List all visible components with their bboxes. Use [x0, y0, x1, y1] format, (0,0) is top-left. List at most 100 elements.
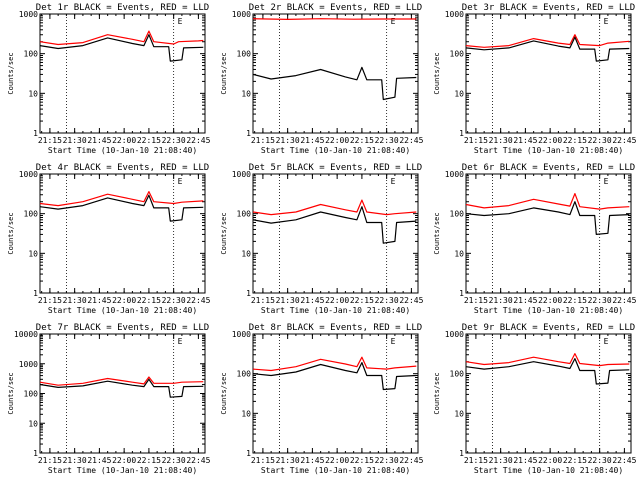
x-tick-label: 21:30 — [489, 296, 513, 305]
chart-title: Det 9r BLACK = Events, RED = LLD — [462, 323, 635, 333]
y-tick-label: 1 — [246, 129, 251, 138]
detector-panel: Det 8r BLACK = Events, RED = LLD 1 10 100 10… — [213, 320, 426, 480]
x-tick-label: 21:30 — [489, 136, 513, 145]
detector-chart: Det 8r BLACK = Events, RED = LLD 1 10 100 10… — [220, 323, 424, 475]
x-tick-label: 22:45 — [612, 296, 636, 305]
y-tick-label: 1000 — [445, 330, 464, 339]
x-tick-label: 22:45 — [612, 136, 636, 145]
x-tick-label: 21:45 — [300, 136, 324, 145]
x-tick-label: 21:15 — [251, 456, 275, 465]
y-tick-label: 1 — [246, 289, 251, 298]
y-tick-label: 1 — [246, 449, 251, 458]
x-axis-label: Start Time (10-Jan-10 21:08:40) — [474, 466, 623, 475]
x-tick-label: 21:30 — [276, 136, 300, 145]
x-tick-label: 22:15 — [563, 136, 587, 145]
x-tick-label: 22:30 — [162, 136, 186, 145]
series-line-lld — [465, 34, 630, 48]
y-tick-label: 1000 — [445, 10, 464, 19]
series-line-events — [252, 206, 417, 244]
x-tick-label: 22:30 — [162, 456, 186, 465]
x-tick-label: 21:45 — [300, 456, 324, 465]
y-tick-label: 100 — [237, 370, 252, 379]
chart-title: Det 8r BLACK = Events, RED = LLD — [249, 323, 422, 333]
y-tick-label: 1 — [459, 449, 464, 458]
x-tick-label: 22:00 — [112, 296, 136, 305]
x-tick-label: 22:00 — [538, 296, 562, 305]
y-tick-label: 100 — [24, 210, 39, 219]
detector-panel: Det 4r BLACK = Events, RED = LLD 1 10 100 10… — [0, 160, 213, 320]
x-tick-label: 21:45 — [300, 296, 324, 305]
x-tick-label: 21:30 — [276, 296, 300, 305]
chart-title: Det 3r BLACK = Events, RED = LLD — [462, 3, 635, 13]
y-tick-label: 1 — [459, 289, 464, 298]
y-tick-label: 100 — [450, 210, 465, 219]
plot-frame — [465, 173, 632, 294]
y-axis-label: Counts/sec — [220, 52, 228, 94]
time-marker-label: E — [604, 177, 609, 186]
x-tick-label: 21:45 — [513, 296, 537, 305]
x-tick-label: 22:15 — [563, 456, 587, 465]
detector-panel: Det 9r BLACK = Events, RED = LLD 1 10 100 10… — [426, 320, 639, 480]
time-marker-label: E — [391, 337, 396, 346]
x-tick-label: 21:30 — [276, 456, 300, 465]
x-tick-label: 22:00 — [325, 136, 349, 145]
detector-chart: Det 9r BLACK = Events, RED = LLD 1 10 100 10… — [433, 323, 637, 475]
y-axis-label: Counts/sec — [220, 212, 228, 254]
detector-panel: Det 5r BLACK = Events, RED = LLD 1 10 100 10… — [213, 160, 426, 320]
chart-title: Det 1r BLACK = Events, RED = LLD — [36, 3, 209, 13]
y-tick-label: 100 — [450, 370, 465, 379]
x-tick-label: 22:45 — [399, 296, 423, 305]
detector-chart: Det 3r BLACK = Events, RED = LLD 1 10 100 10… — [433, 3, 637, 155]
series-line-lld — [39, 30, 204, 46]
x-tick-label: 22:15 — [137, 136, 161, 145]
chart-title: Det 4r BLACK = Events, RED = LLD — [36, 163, 209, 173]
detector-panel: Det 7r BLACK = Events, RED = LLD 1 10 100 10… — [0, 320, 213, 480]
x-tick-label: 22:30 — [588, 136, 612, 145]
plot-frame — [39, 13, 206, 134]
x-tick-label: 22:00 — [325, 296, 349, 305]
x-tick-label: 22:30 — [375, 456, 399, 465]
series-line-events — [39, 194, 204, 222]
x-axis-label: Start Time (10-Jan-10 21:08:40) — [48, 146, 197, 155]
x-tick-label: 22:30 — [588, 296, 612, 305]
y-tick-label: 100 — [237, 210, 252, 219]
chart-title: Det 5r BLACK = Events, RED = LLD — [249, 163, 422, 173]
x-tick-label: 22:45 — [399, 456, 423, 465]
y-axis-label: Counts/sec — [433, 52, 441, 94]
y-tick-label: 10 — [454, 409, 464, 418]
series-line-lld — [39, 191, 204, 207]
x-tick-label: 21:45 — [513, 456, 537, 465]
x-tick-label: 21:15 — [464, 136, 488, 145]
y-tick-label: 1000 — [19, 360, 38, 369]
x-tick-label: 21:15 — [464, 456, 488, 465]
x-tick-label: 22:45 — [399, 136, 423, 145]
series-line-lld — [252, 18, 417, 20]
y-tick-label: 10 — [28, 419, 38, 428]
detector-chart: Det 1r BLACK = Events, RED = LLD 1 10 100 10… — [7, 3, 211, 155]
y-tick-label: 1000 — [19, 170, 38, 179]
y-tick-label: 1 — [33, 129, 38, 138]
chart-title: Det 7r BLACK = Events, RED = LLD — [36, 323, 209, 333]
chart-title: Det 2r BLACK = Events, RED = LLD — [249, 3, 422, 13]
x-tick-label: 21:15 — [38, 136, 62, 145]
detector-panel: Det 2r BLACK = Events, RED = LLD 1 10 100 10… — [213, 0, 426, 160]
y-tick-label: 10 — [454, 249, 464, 258]
x-tick-label: 22:30 — [375, 136, 399, 145]
x-tick-label: 22:15 — [350, 456, 374, 465]
y-tick-label: 10 — [28, 89, 38, 98]
y-axis-label: Counts/sec — [220, 372, 228, 414]
series-line-lld — [252, 356, 417, 372]
y-tick-label: 100 — [237, 50, 252, 59]
series-line-events — [465, 36, 630, 62]
y-tick-label: 1000 — [232, 170, 251, 179]
x-tick-label: 22:15 — [563, 296, 587, 305]
x-tick-label: 21:45 — [87, 456, 111, 465]
y-axis-label: Counts/sec — [433, 212, 441, 254]
series-line-events — [39, 378, 204, 398]
time-marker-label: E — [178, 177, 183, 186]
x-axis-label: Start Time (10-Jan-10 21:08:40) — [48, 466, 197, 475]
x-tick-label: 22:45 — [612, 456, 636, 465]
x-tick-label: 22:15 — [137, 296, 161, 305]
plot-frame — [252, 333, 419, 454]
